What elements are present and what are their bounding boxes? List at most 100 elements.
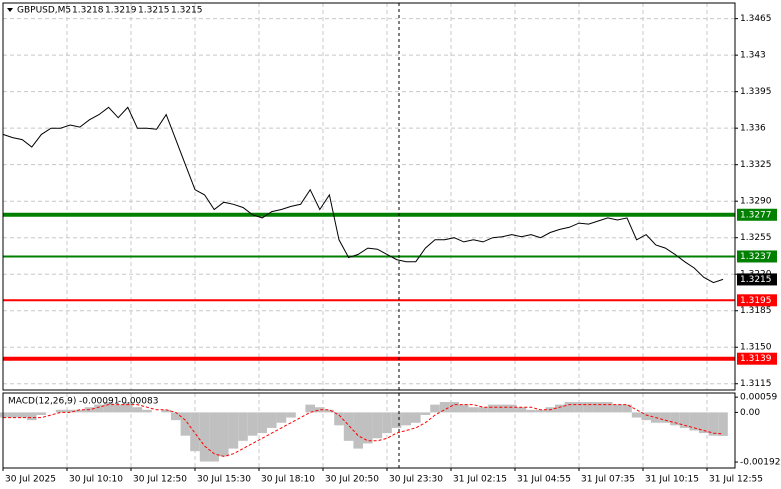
macd-bar <box>449 402 459 413</box>
x-tick-label: 31 Jul 12:55 <box>709 475 763 485</box>
quote-value: 1.3215 <box>138 6 170 16</box>
macd-bar <box>411 412 421 423</box>
macd-bar <box>526 409 536 413</box>
y-tick-label: 1.3255 <box>740 233 772 243</box>
macd-bar <box>372 412 383 439</box>
macd-bar <box>622 404 632 413</box>
macd-bar <box>55 409 66 413</box>
macd-y-tick-label: 0.00059 <box>740 393 777 403</box>
macd-bar <box>324 409 335 413</box>
macd-bar <box>94 404 104 413</box>
level-label-box <box>737 250 777 263</box>
macd-bar <box>228 412 239 449</box>
macd-bar <box>699 412 709 434</box>
y-tick-label: 1.3325 <box>740 160 772 170</box>
macd-bar <box>574 402 584 413</box>
macd-bar <box>65 409 75 413</box>
x-tick-label: 30 Jul 15:30 <box>197 475 251 485</box>
macd-bar <box>305 404 315 413</box>
x-tick-label: 30 Jul 10:10 <box>69 475 123 485</box>
macd-bar <box>199 412 210 462</box>
macd-bar <box>689 412 699 431</box>
macd-bar <box>36 412 47 415</box>
axes: 1.3465 1.343 1.3395 1.336 1.3325 1.3290 1.3255… <box>2 14 780 485</box>
macd-bar <box>420 412 431 415</box>
macd-bar <box>142 409 152 413</box>
macd-bar <box>391 412 402 428</box>
main-frame <box>2 2 736 391</box>
macd-bar <box>679 412 690 428</box>
macd-bar <box>247 412 258 436</box>
level-label-box <box>737 352 777 365</box>
x-tick-label: 30 Jul 2025 <box>5 475 56 485</box>
macd-bar <box>564 402 575 413</box>
macd-bar <box>382 412 392 434</box>
macd-bar <box>171 412 181 421</box>
x-tick-label: 30 Jul 20:50 <box>325 475 379 485</box>
macd-bar <box>219 412 229 457</box>
chart-title: GBPUSD,M5 <box>17 6 71 16</box>
quote-value: 1.3215 <box>171 6 203 16</box>
macd-bar <box>7 412 18 418</box>
macd-bar <box>27 412 37 421</box>
macd-bar <box>487 404 498 413</box>
quote-value: 1.3218 <box>72 6 104 16</box>
macd-bar <box>363 412 373 444</box>
y-tick-label: 1.336 <box>740 124 766 134</box>
y-tick-label: 1.3395 <box>740 87 772 97</box>
macd-bar <box>603 402 613 413</box>
macd-bar <box>507 404 517 413</box>
macd-bar <box>612 404 623 413</box>
y-tick-label: 1.3290 <box>740 197 772 207</box>
macd-bar <box>670 412 680 426</box>
macd-bar <box>276 412 287 423</box>
macd-bar <box>17 412 27 418</box>
x-tick-label: 31 Jul 04:55 <box>517 475 571 485</box>
x-tick-label: 30 Jul 18:10 <box>261 475 315 485</box>
macd-bar <box>123 402 133 413</box>
macd-bar <box>132 407 143 413</box>
macd-bar <box>190 412 200 452</box>
macd-bar <box>257 412 267 434</box>
y-tick-label: 1.3465 <box>740 14 772 24</box>
macd-frame <box>2 392 736 469</box>
macd-bar <box>315 407 325 413</box>
y-tick-label: 1.343 <box>740 51 766 61</box>
macd-y-tick-label: -0.00192 <box>740 458 780 468</box>
macd-bar <box>516 407 527 413</box>
level-label-box <box>737 294 777 307</box>
macd-bar <box>641 412 651 421</box>
y-tick-label: 1.3185 <box>740 306 772 316</box>
macd-bar <box>113 404 123 413</box>
macd-bar <box>718 412 728 436</box>
macd-bar <box>459 404 469 413</box>
x-tick-label: 31 Jul 02:15 <box>453 475 507 485</box>
menu-arrow[interactable] <box>7 8 13 12</box>
macd-bar <box>209 412 219 462</box>
macd-value: -0.00091 <box>79 397 119 407</box>
x-tick-label: 30 Jul 23:30 <box>389 475 443 485</box>
macd-y-tick-label: 0.00 <box>740 408 760 418</box>
last-price-label: 1.3215 <box>740 275 772 285</box>
level-label: 1.3237 <box>740 252 772 262</box>
macd-bar <box>401 412 411 426</box>
level-label: 1.3195 <box>740 296 772 306</box>
y-tick-label: 1.3115 <box>740 379 772 389</box>
macd-bar <box>631 412 642 418</box>
macd-bar <box>0 412 8 418</box>
macd-bar <box>439 402 450 413</box>
macd-bar <box>161 409 171 413</box>
macd-bar <box>75 409 85 413</box>
macd-bar <box>267 412 277 428</box>
level-label-box <box>737 208 777 221</box>
grid <box>3 3 735 468</box>
macd-bar <box>238 412 248 441</box>
macd-bar <box>497 404 507 413</box>
macd-bar <box>430 404 440 413</box>
macd-bar <box>708 412 719 436</box>
macd-bar <box>478 407 488 413</box>
price-line <box>2 106 724 284</box>
macd-signal-line <box>3 404 724 457</box>
x-tick-label: 30 Jul 12:50 <box>133 475 187 485</box>
